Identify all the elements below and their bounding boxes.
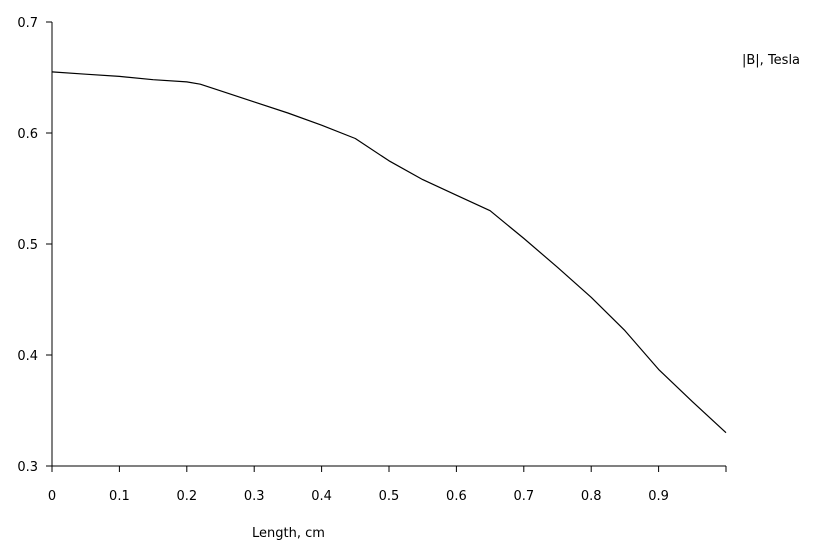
x-tick-label: 0.3 [244, 489, 265, 504]
y-ticks: 0.3 0.4 0.5 0.6 0.7 [17, 16, 52, 475]
series-layer [51, 71, 727, 434]
x-tick-label: 0.9 [648, 489, 669, 504]
x-tick-label: 0.4 [311, 489, 332, 504]
x-tick-label: 0 [48, 489, 56, 504]
y-tick-label: 0.6 [17, 127, 38, 142]
x-ticks: 0 0.1 0.2 0.3 0.4 0.5 0.6 0.7 0.8 0.9 [48, 466, 727, 504]
x-tick-label: 0.6 [446, 489, 467, 504]
x-tick-label: 0.1 [109, 489, 130, 504]
y-tick-label: 0.5 [17, 238, 38, 253]
x-tick-label: 0.2 [176, 489, 197, 504]
x-tick-label: 0.8 [581, 489, 602, 504]
y-axis-label: |B|, Tesla [742, 53, 800, 68]
x-axis-label: Length, cm [252, 526, 325, 541]
y-tick-label: 0.7 [17, 16, 38, 31]
y-tick-label: 0.4 [17, 349, 38, 364]
series-line-0 [51, 71, 727, 434]
y-tick-label: 0.3 [17, 460, 38, 475]
x-tick-label: 0.7 [513, 489, 534, 504]
x-tick-label: 0.5 [379, 489, 400, 504]
